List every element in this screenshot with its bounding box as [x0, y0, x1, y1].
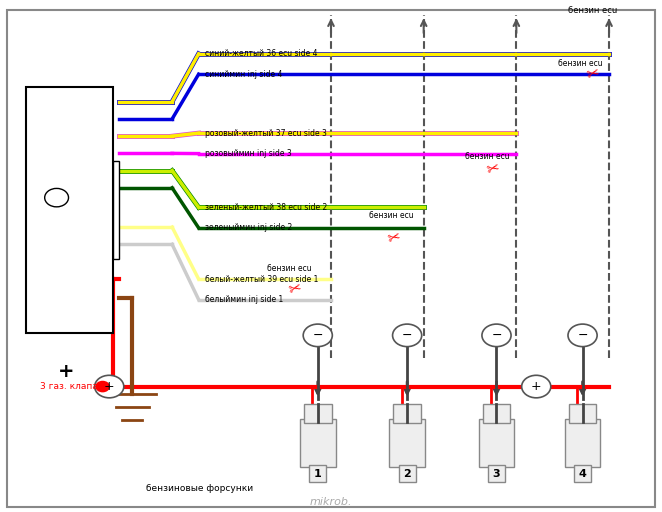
FancyBboxPatch shape	[399, 465, 416, 482]
Text: ✂: ✂	[386, 229, 402, 247]
Text: синий-желтый 36 ecu side 4: синий-желтый 36 ecu side 4	[205, 49, 318, 58]
Text: −: −	[577, 329, 588, 342]
FancyBboxPatch shape	[300, 419, 336, 467]
Circle shape	[96, 381, 109, 392]
FancyBboxPatch shape	[569, 404, 596, 423]
Text: 1: 1	[314, 468, 322, 479]
FancyBboxPatch shape	[309, 465, 326, 482]
Text: бензиновые форсунки: бензиновые форсунки	[146, 484, 253, 494]
Text: розовыймин inj side 3: розовыймин inj side 3	[205, 149, 292, 158]
Circle shape	[482, 324, 511, 347]
Text: бензин ecu: бензин ecu	[465, 152, 510, 161]
Text: 2: 2	[403, 468, 411, 479]
FancyBboxPatch shape	[479, 419, 514, 467]
Text: зеленый-желтый 38 ecu side 2: зеленый-желтый 38 ecu side 2	[205, 203, 328, 212]
Text: 3 газ. клапана: 3 газ. клапана	[40, 382, 109, 391]
Circle shape	[44, 188, 68, 207]
Text: бензин ecu: бензин ecu	[369, 210, 414, 220]
FancyBboxPatch shape	[26, 87, 113, 333]
Text: ✂: ✂	[585, 66, 600, 83]
Text: +: +	[531, 380, 542, 393]
Text: −: −	[402, 329, 412, 342]
Circle shape	[95, 375, 124, 398]
FancyBboxPatch shape	[488, 465, 505, 482]
Circle shape	[393, 324, 422, 347]
Text: зеленыймин inj side 2: зеленыймин inj side 2	[205, 223, 293, 232]
FancyBboxPatch shape	[565, 419, 600, 467]
Text: 4: 4	[579, 468, 587, 479]
Text: ✂: ✂	[485, 160, 501, 178]
Circle shape	[568, 324, 597, 347]
Text: −: −	[491, 329, 502, 342]
Text: −: −	[312, 329, 323, 342]
Text: синиймин inj side 4: синиймин inj side 4	[205, 70, 283, 79]
Text: розовый-желтый 37 ecu side 3: розовый-желтый 37 ecu side 3	[205, 129, 327, 138]
Text: белый-желтый 39 ecu side 1: белый-желтый 39 ecu side 1	[205, 274, 318, 284]
Circle shape	[522, 375, 551, 398]
Text: +: +	[104, 380, 115, 393]
Text: mikrob.: mikrob.	[310, 497, 352, 507]
FancyBboxPatch shape	[393, 404, 421, 423]
Circle shape	[303, 324, 332, 347]
FancyBboxPatch shape	[113, 161, 119, 259]
FancyBboxPatch shape	[389, 419, 425, 467]
FancyBboxPatch shape	[304, 404, 332, 423]
Text: ✂: ✂	[287, 281, 303, 298]
Text: бензин ecu: бензин ecu	[267, 264, 311, 273]
FancyBboxPatch shape	[574, 465, 591, 482]
Text: бензин ecu: бензин ecu	[558, 59, 602, 69]
FancyBboxPatch shape	[483, 404, 510, 423]
Text: белыймин inj side 1: белыймин inj side 1	[205, 295, 283, 304]
Text: +: +	[58, 361, 74, 381]
Text: бензин ecu: бензин ecu	[568, 6, 617, 15]
Text: 3: 3	[493, 468, 500, 479]
